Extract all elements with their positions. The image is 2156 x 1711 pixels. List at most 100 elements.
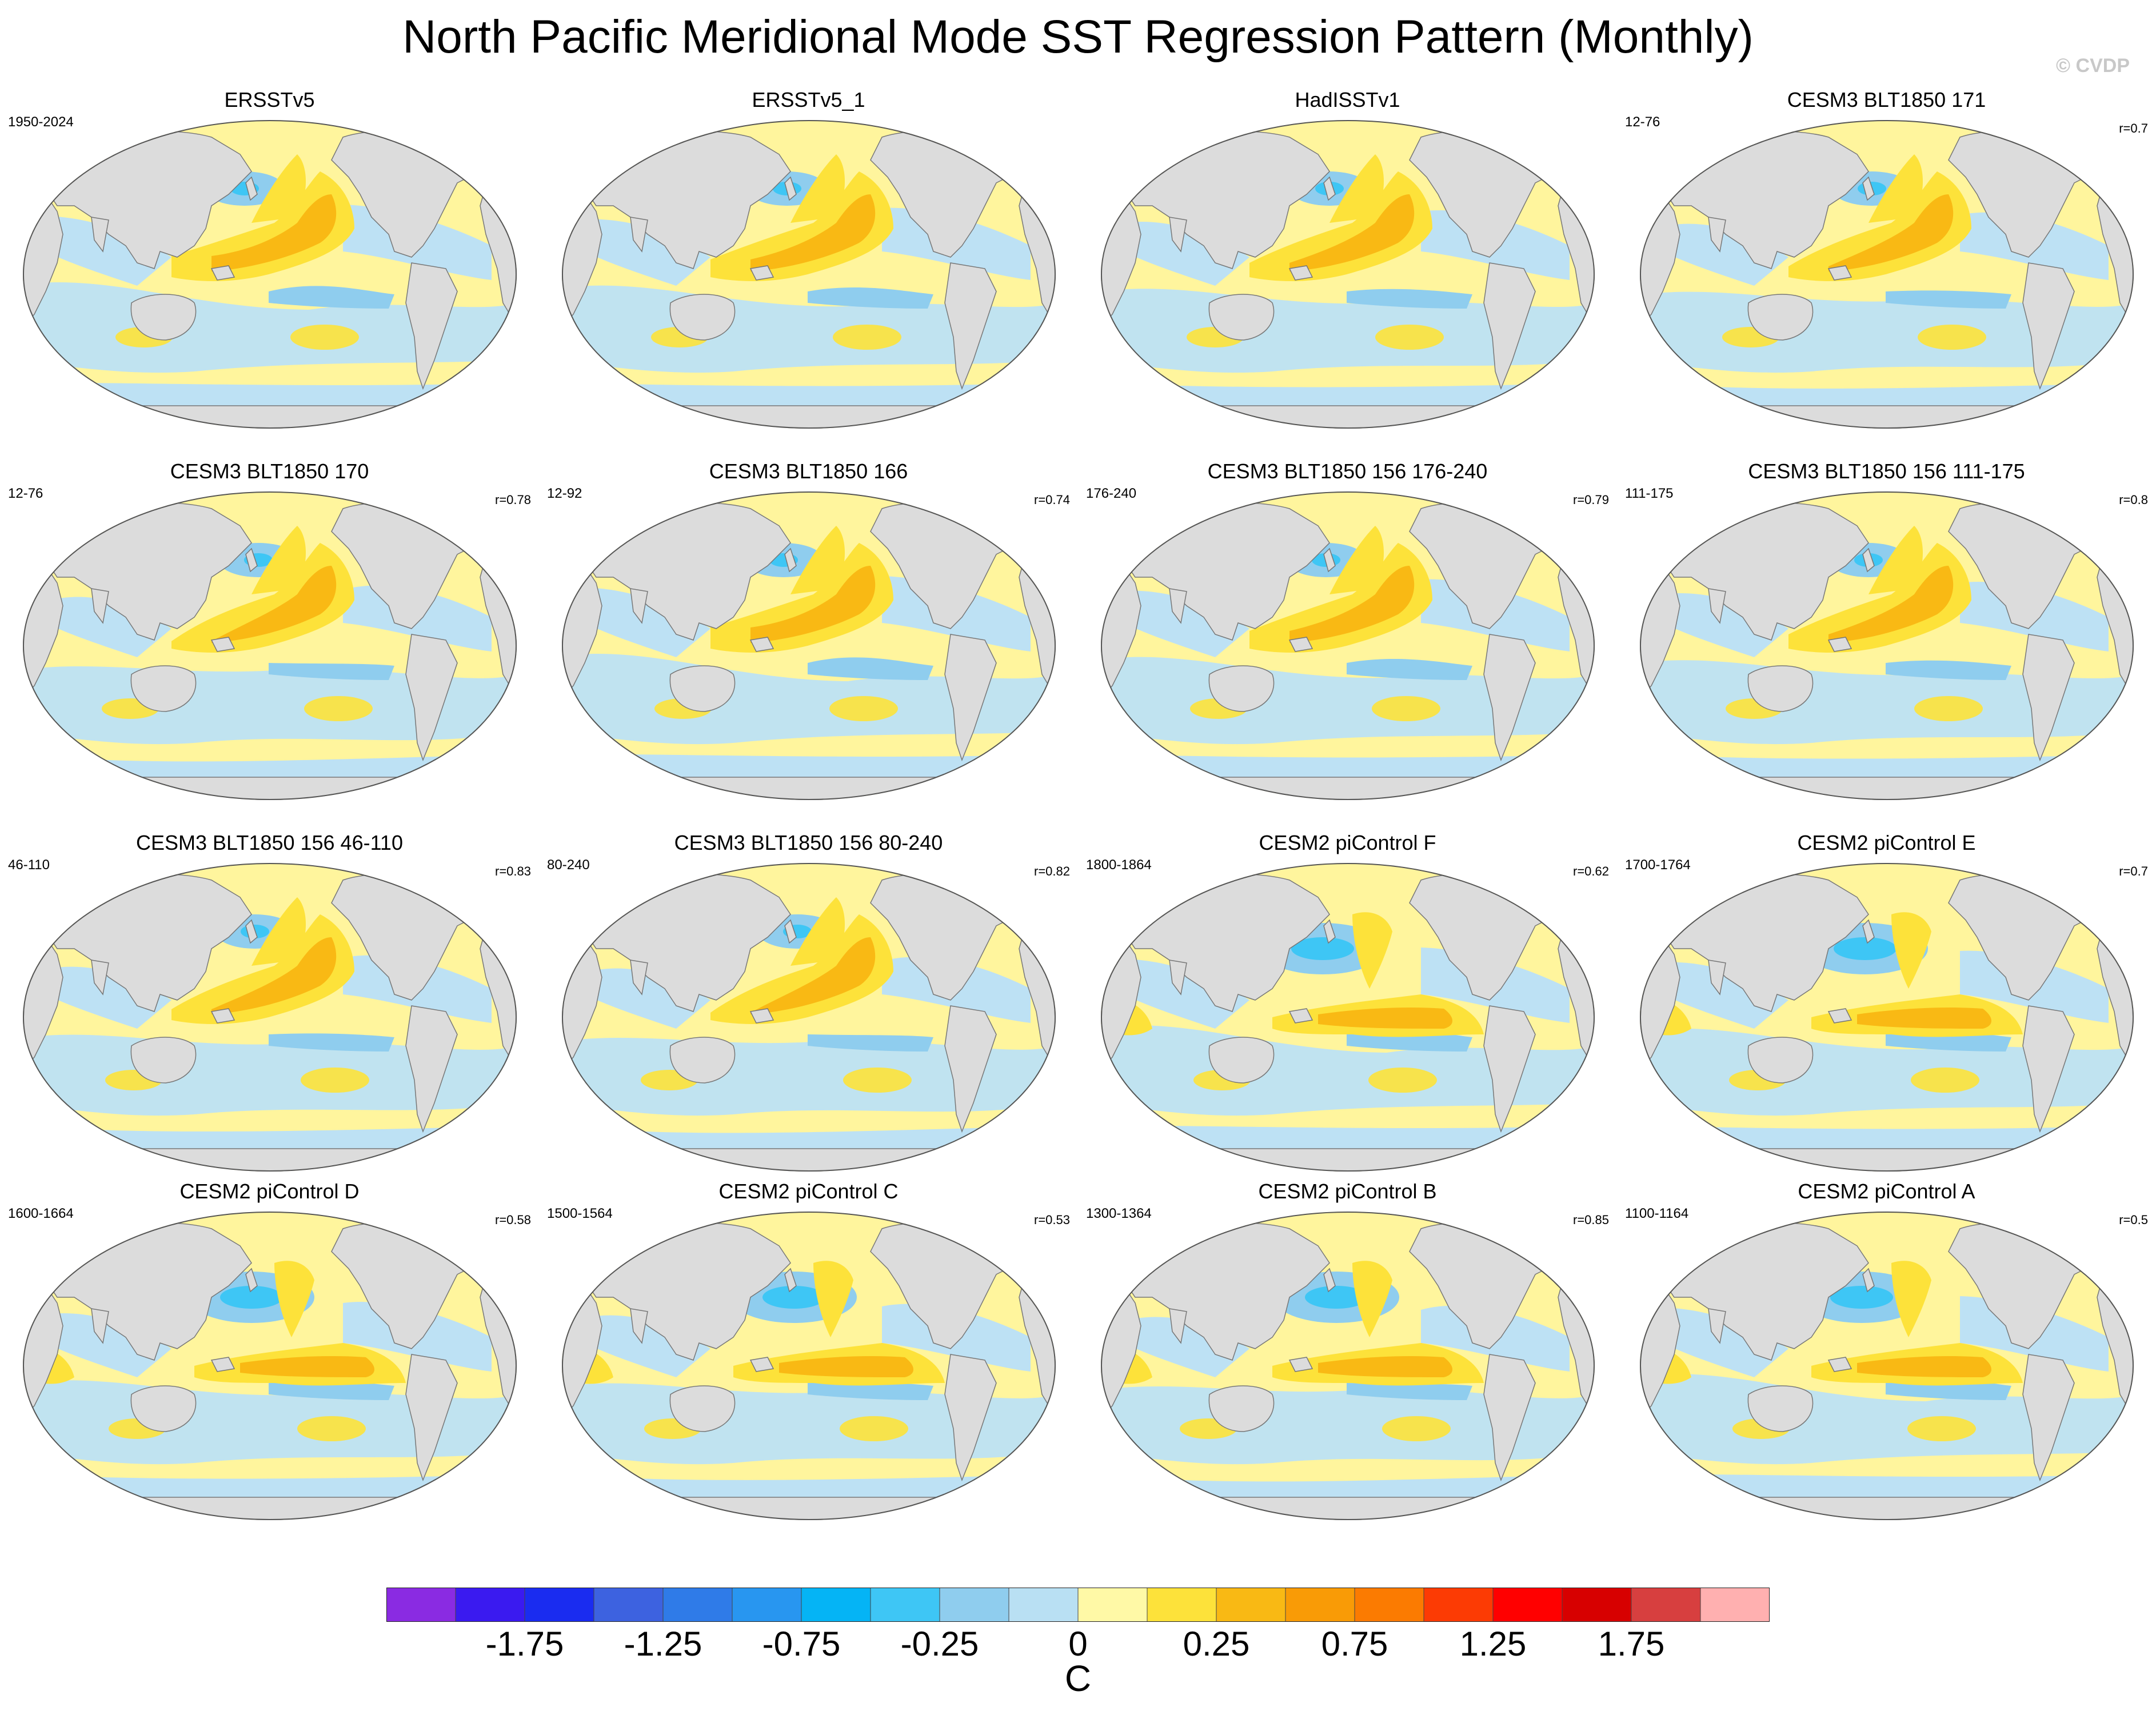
panel-correlation: r=0.62: [1573, 864, 1609, 878]
colorbar-swatch: [662, 1588, 733, 1622]
colorbar-swatch: [1562, 1588, 1632, 1622]
panel-correlation: r=0.74: [1034, 493, 1070, 507]
map-panel: HadISSTv1: [1078, 85, 1617, 450]
panel-period: 12-76: [1625, 114, 1660, 130]
panel-period: 176-240: [1086, 486, 1137, 501]
panel-title: CESM2 piControl F: [1259, 831, 1436, 854]
map-panel: CESM2 piControl E 1700-1764 r=0.7: [1617, 827, 2156, 1193]
colorbar-swatch: [386, 1588, 456, 1622]
colorbar-swatch: [1423, 1588, 1494, 1622]
colorbar-unit: C: [1064, 1658, 1092, 1699]
panel-title: CESM3 BLT1850 156 176-240: [1207, 459, 1488, 483]
panel-correlation: r=0.83: [495, 864, 531, 878]
map-panel: CESM2 piControl D 1600-1664 r=0.58: [0, 1176, 539, 1542]
map-panel: CESM3 BLT1850 171 12-76 r=0.7: [1617, 85, 2156, 450]
panel-title: CESM3 BLT1850 170: [170, 459, 369, 483]
sst-regression-map: [23, 1212, 517, 1520]
colorbar: [386, 1588, 1770, 1622]
map-panel: CESM3 BLT1850 156 176-240 176-240 r=0.79: [1078, 456, 1617, 822]
sst-regression-map: [1640, 491, 2134, 800]
colorbar-tick-label: 0.75: [1321, 1625, 1388, 1663]
panel-correlation: r=0.8: [2119, 493, 2148, 507]
sst-regression-map: [562, 491, 1056, 800]
panel-title: ERSSTv5_1: [752, 88, 865, 111]
map-panel: CESM3 BLT1850 156 80-240 80-240 r=0.82: [539, 827, 1078, 1193]
panel-title: CESM2 piControl A: [1798, 1180, 1975, 1203]
colorbar-tick-label: 1.25: [1459, 1625, 1527, 1663]
panel-title: HadISSTv1: [1295, 88, 1400, 111]
sst-regression-map: [562, 1212, 1056, 1520]
panel-correlation: r=0.79: [1573, 493, 1609, 507]
colorbar-swatch: [801, 1588, 871, 1622]
panel-title: CESM3 BLT1850 171: [1787, 88, 1986, 111]
colorbar-tick-label: 0: [1068, 1625, 1088, 1663]
colorbar-swatch: [1147, 1588, 1217, 1622]
panel-title: CESM3 BLT1850 166: [709, 459, 908, 483]
panel-period: 111-175: [1625, 486, 1674, 501]
panel-period: 1500-1564: [547, 1206, 613, 1221]
panel-title: CESM3 BLT1850 156 111-175: [1748, 459, 2025, 483]
sst-regression-map: [1101, 863, 1595, 1172]
panel-correlation: r=0.5: [2119, 1213, 2148, 1227]
panel-period: 80-240: [547, 857, 590, 873]
colorbar-swatch: [939, 1588, 1009, 1622]
map-panel: ERSSTv5_1: [539, 85, 1078, 450]
panel-period: 1950-2024: [8, 114, 74, 130]
colorbar-swatch: [870, 1588, 940, 1622]
sst-regression-map: [23, 491, 517, 800]
sst-regression-map: [562, 863, 1056, 1172]
sst-regression-map: [1101, 491, 1595, 800]
panel-title: ERSSTv5: [224, 88, 315, 111]
map-panel: CESM2 piControl B 1300-1364 r=0.85: [1078, 1176, 1617, 1542]
colorbar-tick-label: -0.25: [900, 1625, 979, 1663]
panel-period: 1300-1364: [1086, 1206, 1152, 1221]
map-panel: CESM3 BLT1850 166 12-92 r=0.74: [539, 456, 1078, 822]
map-panel: ERSSTv5 1950-2024: [0, 85, 539, 450]
watermark: © CVDP: [2056, 55, 2130, 77]
colorbar-swatch: [1077, 1588, 1148, 1622]
panel-correlation: r=0.7: [2119, 864, 2148, 878]
sst-regression-map: [1101, 120, 1595, 429]
colorbar-swatch: [1008, 1588, 1079, 1622]
map-panel: CESM3 BLT1850 170 12-76 r=0.78: [0, 456, 539, 822]
colorbar-swatch: [1354, 1588, 1424, 1622]
figure-title: North Pacific Meridional Mode SST Regres…: [402, 11, 1754, 63]
panel-period: 46-110: [8, 857, 50, 873]
colorbar-swatch: [1492, 1588, 1563, 1622]
colorbar-swatch: [732, 1588, 802, 1622]
colorbar-swatch: [524, 1588, 594, 1622]
panel-title: CESM2 piControl C: [718, 1180, 899, 1203]
colorbar-swatch: [593, 1588, 664, 1622]
sst-regression-map: [1101, 1212, 1595, 1520]
sst-regression-map: [23, 120, 517, 429]
colorbar-swatch: [1285, 1588, 1355, 1622]
sst-regression-map: [562, 120, 1056, 429]
panel-period: 1600-1664: [8, 1206, 74, 1221]
panel-correlation: r=0.58: [495, 1213, 531, 1227]
colorbar-swatch: [1631, 1588, 1701, 1622]
panel-period: 1700-1764: [1625, 857, 1691, 873]
colorbar-tick-label: 1.75: [1598, 1625, 1665, 1663]
panel-title: CESM2 piControl E: [1797, 831, 1976, 854]
panel-title: CESM3 BLT1850 156 46-110: [136, 831, 403, 854]
panel-title: CESM2 piControl D: [179, 1180, 360, 1203]
sst-regression-map: [1640, 863, 2134, 1172]
colorbar-swatch: [1700, 1588, 1770, 1622]
panel-period: 12-76: [8, 486, 43, 501]
map-panel: CESM2 piControl C 1500-1564 r=0.53: [539, 1176, 1078, 1542]
map-panel: CESM2 piControl A 1100-1164 r=0.5: [1617, 1176, 2156, 1542]
panel-title: CESM2 piControl B: [1258, 1180, 1437, 1203]
panel-title: CESM3 BLT1850 156 80-240: [674, 831, 943, 854]
colorbar-tick-label: -1.25: [624, 1625, 702, 1663]
sst-regression-map: [1640, 1212, 2134, 1520]
colorbar-tick-label: -1.75: [485, 1625, 564, 1663]
colorbar-tick-label: 0.25: [1183, 1625, 1250, 1663]
colorbar-swatch: [455, 1588, 525, 1622]
map-panel: CESM3 BLT1850 156 111-175 111-175 r=0.8: [1617, 456, 2156, 822]
map-panel: CESM3 BLT1850 156 46-110 46-110 r=0.83: [0, 827, 539, 1193]
sst-regression-map: [1640, 120, 2134, 429]
panel-correlation: r=0.53: [1034, 1213, 1070, 1227]
panel-correlation: r=0.82: [1034, 864, 1070, 878]
sst-regression-map: [23, 863, 517, 1172]
panel-period: 12-92: [547, 486, 582, 501]
